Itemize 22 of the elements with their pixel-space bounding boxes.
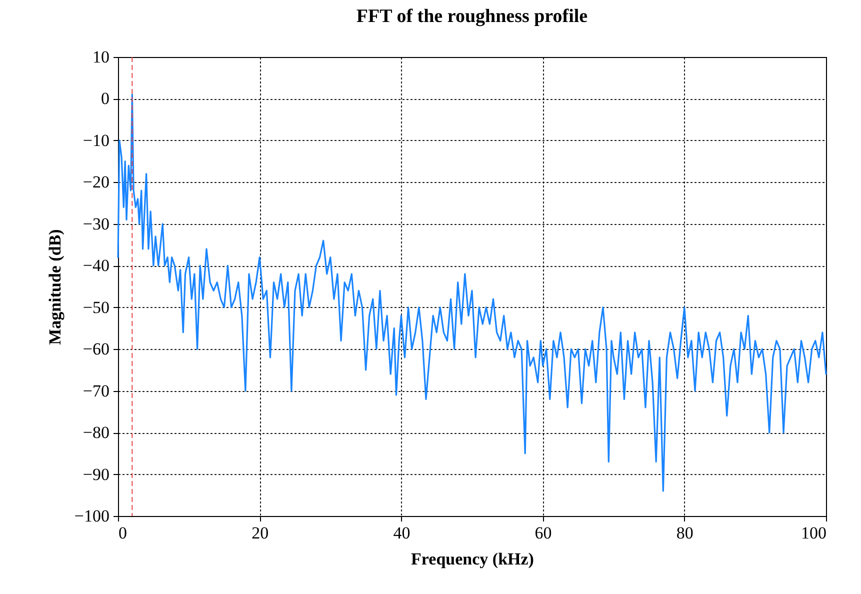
y-tick-label: −30 — [82, 214, 110, 234]
x-tick-label: 40 — [393, 524, 410, 542]
y-tick-label: −40 — [82, 256, 110, 276]
y-tick-label: 0 — [101, 89, 110, 108]
line-series — [117, 94, 827, 492]
y-tick-label: −10 — [82, 130, 110, 150]
x-axis-title: Frequency (kHz) — [411, 550, 534, 568]
x-tick-label: 0 — [118, 524, 127, 542]
y-tick-label: −100 — [74, 506, 110, 526]
y-tick-label: −20 — [82, 172, 110, 192]
y-tick-label: −60 — [82, 340, 110, 359]
y-axis-title: Magnitude (dB) — [45, 229, 64, 345]
y-tick-label: 10 — [92, 48, 110, 66]
y-tick-label: −50 — [82, 298, 110, 317]
x-tick-label: 60 — [534, 524, 552, 542]
y-tick-label: −80 — [82, 423, 110, 442]
chart-title: FFT of the roughness profile — [356, 6, 588, 27]
x-tick-label: 80 — [676, 524, 694, 542]
y-tick-label: −70 — [82, 381, 110, 400]
x-tick-label: 20 — [252, 524, 269, 542]
x-tick-label: 100 — [801, 524, 826, 542]
y-tick-label: −90 — [82, 464, 110, 484]
